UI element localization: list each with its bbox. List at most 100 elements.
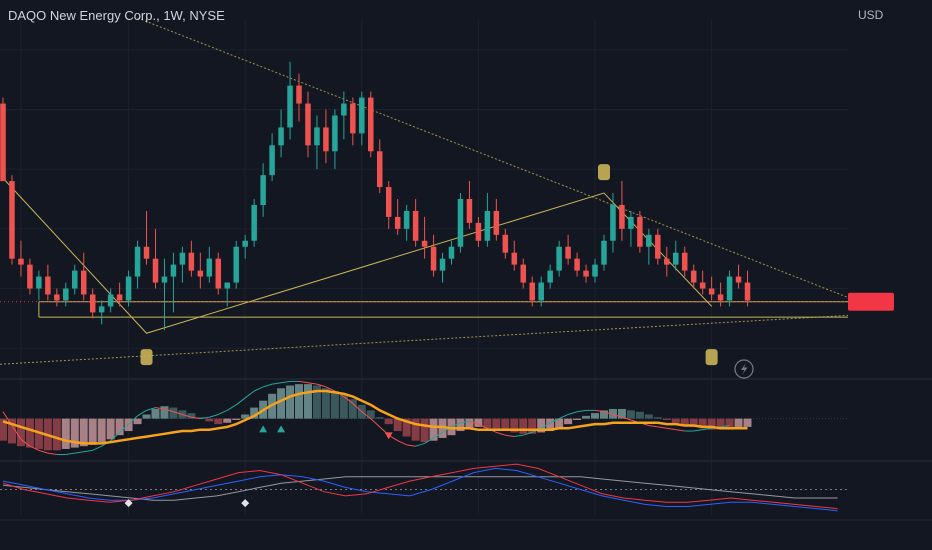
candle-body	[251, 204, 257, 241]
macd-histogram-bar	[339, 395, 348, 419]
macd-fast-line	[657, 426, 667, 429]
candle-body	[430, 246, 437, 271]
candle-body	[368, 97, 374, 152]
macd-fast-line	[155, 407, 165, 410]
candle-body	[403, 210, 410, 229]
macd-fast-line	[307, 382, 318, 385]
macd-fast-line	[244, 390, 255, 399]
candle-body	[152, 258, 159, 283]
macd-histogram-bar	[169, 407, 178, 419]
candle-body	[529, 282, 535, 301]
candle-body	[475, 222, 482, 241]
candle-body	[107, 294, 114, 307]
macd-histogram-bar	[79, 418, 88, 447]
macd-signal-line	[2, 389, 748, 445]
candle-body	[287, 85, 293, 128]
candle-body	[161, 276, 168, 283]
candle-body	[708, 288, 715, 295]
macd-histogram-bar	[142, 414, 151, 419]
macd-fast-line	[262, 383, 273, 388]
macd-fast-line	[200, 416, 210, 420]
candle-body	[726, 276, 733, 301]
macd-fast-line	[594, 409, 605, 413]
macd-histogram-bar	[321, 388, 330, 419]
candle-body	[36, 276, 42, 289]
lightning-icon	[734, 359, 754, 379]
candle-body	[0, 103, 6, 182]
macd-histogram-bar	[411, 418, 420, 441]
candle-body	[744, 282, 751, 301]
candle-body	[341, 103, 347, 116]
macd-histogram-bar	[582, 415, 591, 419]
diamond-marker	[241, 499, 250, 508]
candle-body	[332, 115, 338, 152]
candle-body	[610, 204, 616, 241]
candle-body	[439, 258, 446, 271]
candle-body	[556, 246, 562, 271]
macd-histogram-bar	[743, 418, 752, 427]
macd-histogram-bar	[716, 418, 725, 430]
macd-histogram-bar	[501, 418, 510, 432]
macd-fast-line	[361, 411, 372, 420]
macd-fast-line	[460, 420, 470, 424]
candle-body	[63, 288, 69, 301]
macd-fast-line	[612, 414, 623, 418]
macd-histogram-bar	[429, 418, 438, 441]
macd-fast-line	[83, 449, 93, 453]
macd-fast-line	[567, 411, 578, 415]
candle-body	[170, 264, 177, 277]
currency-label: USD	[858, 8, 884, 22]
macd-fast-line	[693, 429, 703, 432]
macd-histogram-bar	[734, 418, 743, 429]
candle-body	[664, 258, 670, 265]
macd-fast-line	[370, 418, 381, 428]
macd-histogram-bar	[61, 418, 70, 449]
macd-fast-line	[469, 420, 479, 425]
candle-body	[511, 252, 518, 265]
macd-histogram-bar	[25, 418, 34, 448]
macd-histogram-bar	[366, 410, 375, 419]
macd-fast-line	[119, 423, 129, 433]
macd-histogram-bar	[591, 413, 600, 419]
macd-fast-line	[496, 431, 506, 436]
candle-body	[54, 294, 60, 301]
macd-histogram-bar	[151, 408, 160, 419]
macd-histogram-bar	[617, 408, 626, 419]
macd-fast-line	[29, 445, 40, 451]
macd-histogram-bar	[555, 418, 564, 429]
descending-resistance-line	[137, 17, 849, 298]
candle-body	[233, 246, 239, 283]
candle-body	[699, 282, 706, 289]
candle-body	[72, 270, 78, 289]
macd-histogram-bar	[510, 418, 519, 433]
macd-histogram-bar	[680, 418, 689, 426]
candle-body	[412, 210, 419, 241]
candle-body	[260, 175, 266, 205]
macd-histogram-bar	[348, 399, 357, 419]
macd-histogram-bar	[725, 418, 734, 430]
macd-histogram-bar	[16, 418, 25, 447]
macd-histogram-bar	[438, 418, 447, 438]
macd-histogram-bar	[384, 418, 393, 425]
macd-histogram-bar	[519, 418, 528, 434]
price-axis[interactable]	[848, 292, 894, 311]
candle-body	[134, 246, 141, 277]
candle-body	[502, 234, 509, 253]
macd-histogram-bar	[608, 408, 617, 419]
macd-fast-line	[316, 383, 327, 388]
candle-body	[98, 306, 105, 313]
candle-body	[717, 294, 724, 301]
candle-body	[116, 294, 123, 301]
macd-histogram-bar	[160, 406, 169, 419]
candle-body	[323, 127, 329, 152]
candle-body	[538, 282, 544, 301]
candle-body	[143, 246, 150, 259]
macd-fast-line	[182, 414, 192, 418]
macd-histogram-bar	[653, 417, 662, 419]
macd-fast-line	[720, 425, 730, 428]
macd-histogram-bar	[456, 418, 465, 432]
macd-fast-line	[146, 407, 156, 411]
candle-body	[448, 246, 455, 259]
macd-fast-line	[128, 415, 138, 425]
